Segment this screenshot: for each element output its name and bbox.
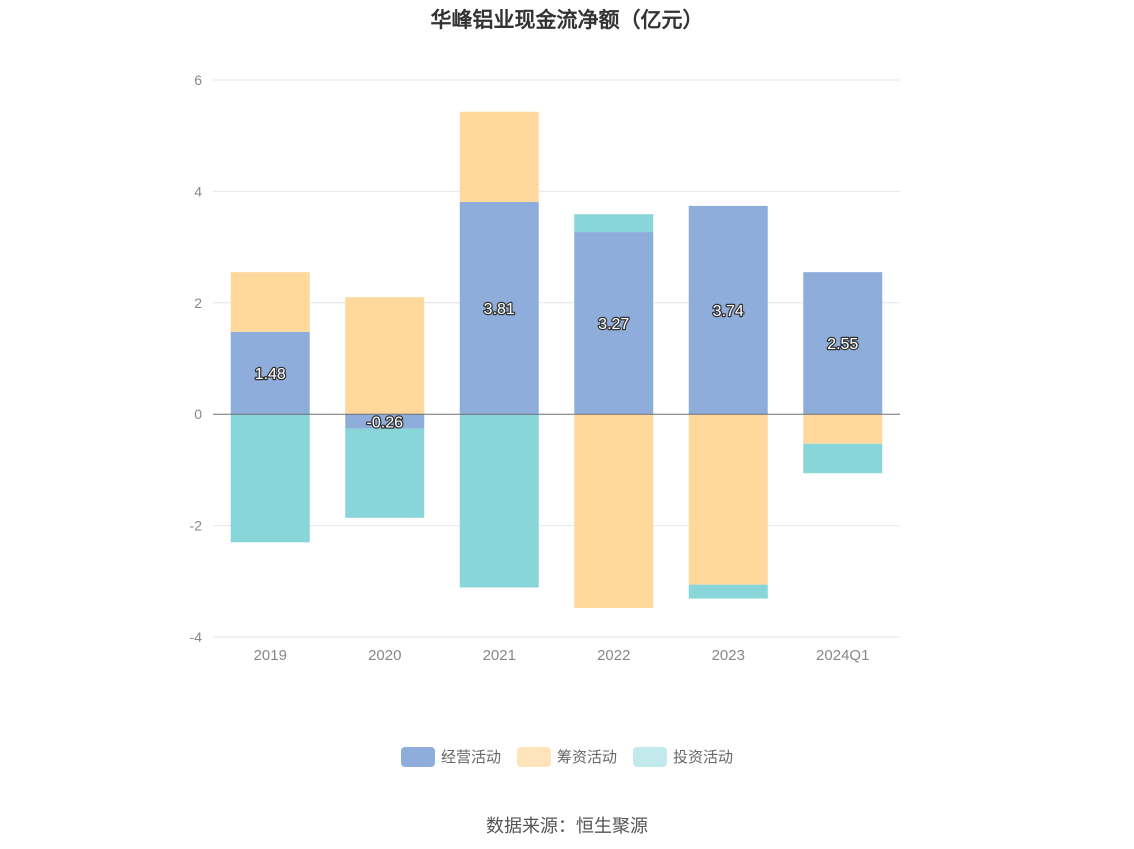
bar-segment-financing [345,297,425,415]
chart-legend: 经营活动 筹资活动 投资活动 [0,746,1134,767]
y-tick-label: 0 [194,406,202,422]
bar-segment-operating [459,201,539,415]
bar-segment-investing [574,214,654,233]
bar-segment-operating [688,205,768,415]
x-tick-label: 2019 [254,647,287,664]
y-tick-label: 4 [194,183,202,199]
x-tick-label: 2024Q1 [816,647,869,664]
legend-item-operating[interactable]: 经营活动 [400,746,501,767]
legend-item-investing[interactable]: 投资活动 [633,746,733,767]
bar-segment-investing [230,414,310,543]
bar-segment-investing [803,443,883,474]
data-label: 3.27 [598,316,629,333]
bar-segment-financing [688,414,768,585]
x-tick-label: 2022 [597,647,630,664]
legend-label-financing: 筹资活动 [556,749,617,766]
data-label: 3.81 [484,301,515,318]
legend-label-investing: 投资活动 [673,749,734,766]
bar-segment-investing [459,414,539,588]
x-tick-label: 2023 [712,647,745,664]
data-label: 2.55 [827,336,858,353]
legend-swatch-financing [516,746,551,767]
bar-segment-investing [688,584,768,599]
chart-title: 华峰铝业现金流净额（亿元） [430,9,704,32]
legend-item-financing[interactable]: 筹资活动 [516,746,617,767]
bar-segment-financing [574,414,654,609]
y-tick-label: -4 [190,629,203,645]
x-tick-label: 2020 [368,647,401,664]
bar-segment-operating [230,331,310,415]
bar-segment-operating [345,414,425,429]
y-tick-label: 2 [194,295,202,311]
bar-segment-operating [803,272,883,415]
data-source-note: 数据来源：恒生聚源 [486,816,648,836]
data-label: 3.74 [713,303,744,320]
bar-segment-financing [803,414,883,444]
legend-swatch-investing [633,746,667,767]
bar-segment-investing [345,428,425,518]
y-tick-label: 6 [194,72,202,88]
bar-segment-operating [574,232,654,415]
cashflow-bar-chart: -4 -2 0 2 4 6 1.48 -0.26 3.81 3.27 3.74 2.55 2019 202… [190,72,900,664]
bar-segment-financing [459,111,539,202]
legend-swatch-operating [400,746,435,767]
legend-label-operating: 经营活动 [440,749,501,766]
data-label: -0.26 [367,414,404,431]
data-label: 1.48 [255,366,286,383]
y-tick-label: -2 [190,518,203,534]
bar-segment-financing [230,272,310,332]
x-tick-label: 2021 [483,647,516,664]
